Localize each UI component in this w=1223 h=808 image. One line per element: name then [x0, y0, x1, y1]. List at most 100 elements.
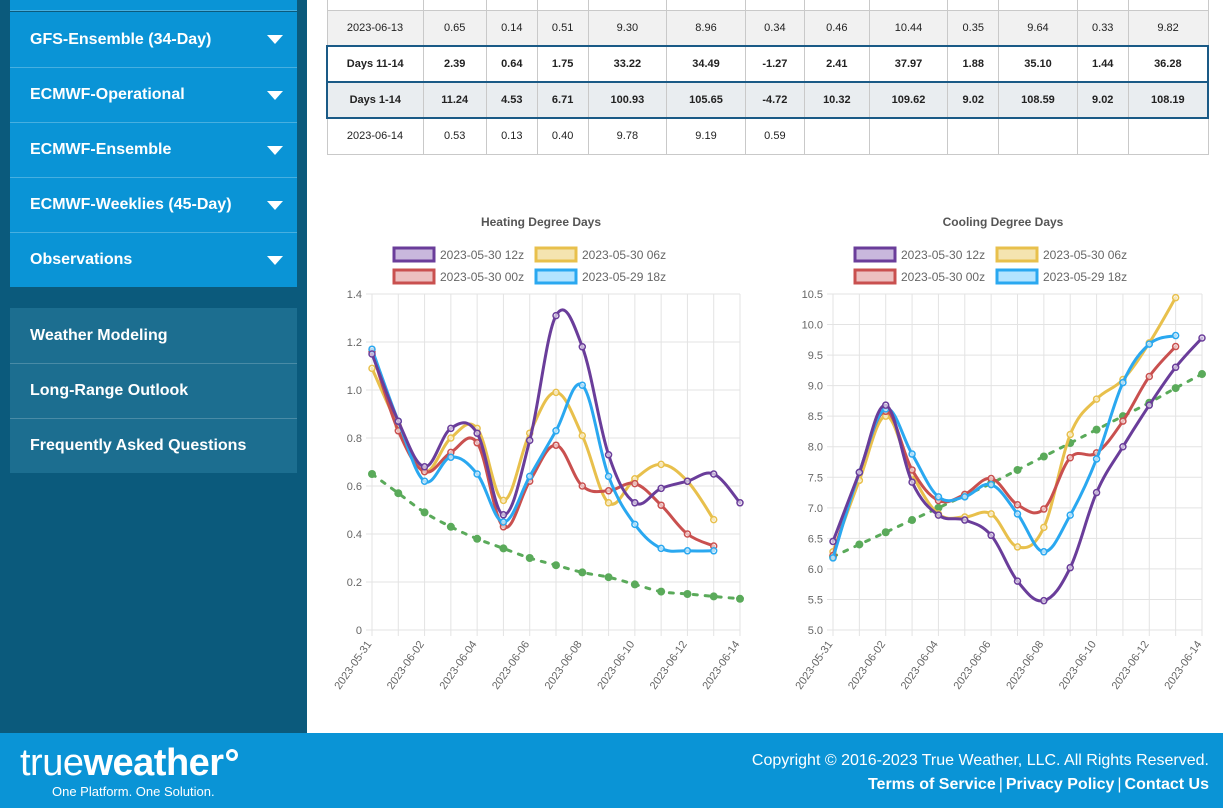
data-point[interactable] — [709, 515, 718, 524]
data-point[interactable] — [446, 522, 455, 531]
data-point[interactable] — [987, 480, 995, 489]
data-point[interactable] — [578, 343, 587, 351]
sidebar-item-gfs-ensemble[interactable]: GFS-Ensemble (34-Day) — [10, 12, 297, 67]
data-point[interactable] — [683, 547, 692, 555]
data-point[interactable] — [709, 547, 718, 555]
data-point[interactable] — [1171, 384, 1180, 393]
chevron-down-icon[interactable] — [267, 200, 283, 210]
data-point[interactable] — [1171, 342, 1180, 351]
data-point[interactable] — [961, 516, 969, 524]
data-point[interactable] — [578, 568, 587, 577]
data-point[interactable] — [499, 496, 508, 505]
data-point[interactable] — [881, 401, 890, 409]
data-point[interactable] — [1171, 363, 1180, 372]
data-point[interactable] — [908, 466, 916, 474]
data-point[interactable] — [447, 424, 455, 433]
legend-swatch[interactable] — [534, 246, 578, 263]
sidebar-item-ecmwf-operational[interactable]: ECMWF-Operational — [10, 67, 297, 122]
data-point[interactable] — [473, 534, 482, 543]
data-point[interactable] — [657, 587, 666, 596]
sidebar-item-observations[interactable]: Observations — [10, 232, 297, 287]
data-point[interactable] — [420, 477, 429, 485]
legend-label[interactable]: 2023-05-30 00z — [440, 270, 524, 284]
data-point[interactable] — [1013, 510, 1022, 518]
data-point[interactable] — [1013, 577, 1022, 585]
legend-label[interactable]: 2023-05-29 18z — [1043, 270, 1127, 284]
data-point[interactable] — [552, 388, 560, 397]
data-point[interactable] — [604, 573, 613, 582]
data-point[interactable] — [908, 450, 916, 458]
data-point[interactable] — [987, 510, 995, 518]
data-point[interactable] — [1092, 488, 1101, 497]
legend-swatch[interactable] — [534, 268, 578, 285]
data-point[interactable] — [394, 417, 403, 425]
data-point[interactable] — [1066, 563, 1074, 572]
data-point[interactable] — [881, 528, 890, 537]
data-point[interactable] — [499, 511, 508, 519]
data-point[interactable] — [1145, 372, 1154, 381]
data-point[interactable] — [368, 350, 376, 358]
terms-of-service-link[interactable]: Terms of Service — [867, 776, 996, 793]
data-point[interactable] — [1040, 596, 1048, 605]
data-point[interactable] — [420, 508, 429, 517]
trueweather-logo[interactable]: trueweather One Platform. One Solution. — [20, 743, 238, 799]
chevron-down-icon[interactable] — [267, 145, 283, 155]
data-point[interactable] — [1013, 543, 1022, 551]
legend-label[interactable]: 2023-05-30 12z — [440, 248, 524, 262]
data-point[interactable] — [987, 531, 995, 540]
legend-swatch[interactable] — [853, 246, 897, 263]
data-point[interactable] — [499, 544, 508, 553]
data-point[interactable] — [499, 518, 508, 526]
data-point[interactable] — [604, 451, 613, 459]
data-point[interactable] — [1066, 430, 1074, 439]
legend-swatch[interactable] — [392, 246, 436, 263]
data-point[interactable] — [368, 364, 376, 373]
data-point[interactable] — [368, 470, 376, 478]
data-point[interactable] — [829, 537, 837, 546]
data-point[interactable] — [961, 493, 969, 501]
legend-swatch[interactable] — [995, 268, 1039, 285]
data-point[interactable] — [631, 520, 639, 529]
legend-swatch[interactable] — [853, 268, 897, 285]
legend-label[interactable]: 2023-05-30 06z — [582, 248, 666, 262]
sidebar-item-faq[interactable]: Frequently Asked Questions — [10, 418, 297, 473]
data-point[interactable] — [1119, 378, 1127, 387]
data-point[interactable] — [1040, 548, 1048, 556]
data-point[interactable] — [1039, 452, 1048, 461]
data-point[interactable] — [1198, 334, 1206, 342]
data-point[interactable] — [525, 472, 534, 481]
data-point[interactable] — [552, 311, 560, 320]
data-point[interactable] — [683, 530, 692, 538]
data-point[interactable] — [1013, 501, 1022, 509]
chevron-down-icon[interactable] — [267, 255, 283, 265]
sidebar-item-ecmwf-weeklies[interactable]: ECMWF-Weeklies (45-Day) — [10, 177, 297, 232]
data-point[interactable] — [1119, 417, 1127, 425]
legend-label[interactable]: 2023-05-30 00z — [901, 270, 985, 284]
data-point[interactable] — [657, 484, 665, 493]
data-point[interactable] — [394, 489, 403, 498]
data-point[interactable] — [473, 429, 481, 437]
data-point[interactable] — [604, 499, 613, 507]
data-point[interactable] — [657, 544, 665, 553]
data-point[interactable] — [934, 503, 943, 512]
data-point[interactable] — [473, 470, 481, 478]
data-point[interactable] — [578, 482, 587, 490]
data-point[interactable] — [447, 453, 455, 461]
data-point[interactable] — [578, 381, 587, 389]
legend-label[interactable]: 2023-05-29 18z — [582, 270, 666, 284]
data-point[interactable] — [420, 463, 429, 471]
data-point[interactable] — [1119, 442, 1127, 451]
data-point[interactable] — [657, 460, 665, 469]
data-point[interactable] — [1092, 455, 1101, 463]
data-point[interactable] — [1013, 465, 1022, 474]
data-point[interactable] — [1198, 370, 1206, 379]
data-point[interactable] — [683, 590, 692, 598]
legend-swatch[interactable] — [392, 268, 436, 285]
data-point[interactable] — [604, 487, 613, 495]
data-point[interactable] — [1040, 523, 1048, 532]
data-point[interactable] — [908, 516, 917, 525]
sidebar-item-long-range-outlook[interactable]: Long-Range Outlook — [10, 363, 297, 418]
data-point[interactable] — [604, 472, 613, 481]
data-point[interactable] — [934, 493, 943, 501]
legend-label[interactable]: 2023-05-30 06z — [1043, 248, 1127, 262]
